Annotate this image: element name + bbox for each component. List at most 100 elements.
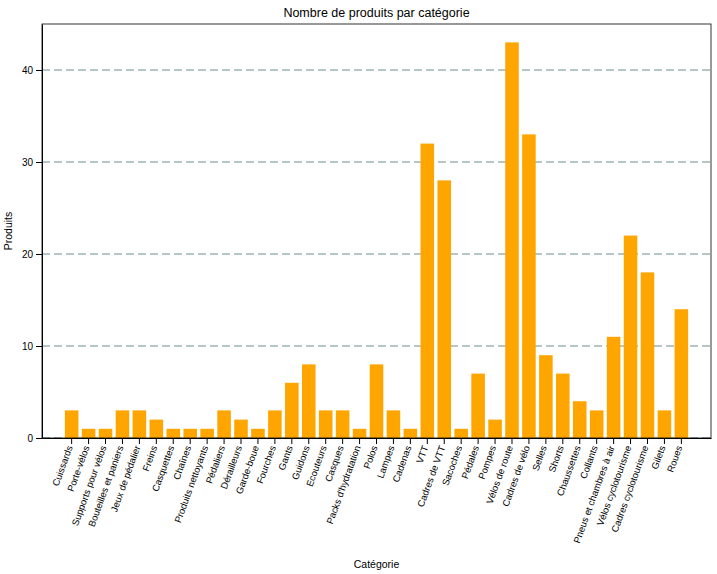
- x-tick-mark: [308, 438, 309, 444]
- chart: CuissardsPorte-vélosSupports pour vélosB…: [0, 0, 717, 574]
- x-axis: CuissardsPorte-vélosSupports pour vélosB…: [43, 438, 712, 545]
- x-tick-label: Gilets: [649, 444, 668, 471]
- x-tick-label: Ecouteurs: [304, 444, 329, 488]
- x-tick: VTT: [414, 438, 431, 465]
- y-tick-label: 0: [27, 433, 33, 444]
- bar: [183, 429, 197, 438]
- x-tick: Cadres de vélo: [500, 438, 532, 508]
- x-tick-label: Cadres cyclotourisme: [609, 444, 651, 534]
- y-tick-mark: [36, 254, 42, 255]
- x-tick-label: Fourches: [254, 444, 278, 485]
- x-tick-label: Garde-boue: [233, 444, 261, 495]
- x-tick: Polos: [361, 438, 380, 470]
- x-tick-mark: [647, 438, 648, 444]
- x-tick: Packs d'hydratation: [324, 438, 363, 525]
- bar: [217, 410, 231, 438]
- bar: [556, 374, 570, 438]
- x-tick-label: Jeux de pédalier: [108, 444, 142, 513]
- title: Nombre de produits par catégorie: [283, 6, 469, 20]
- x-tick-mark: [105, 438, 106, 444]
- x-tick-mark: [410, 438, 411, 444]
- x-tick: Gilets: [649, 438, 668, 471]
- bar: [539, 355, 553, 438]
- bar: [150, 420, 164, 438]
- x-tick-mark: [342, 438, 343, 444]
- bar: [421, 144, 435, 438]
- x-tick-mark: [478, 438, 479, 444]
- x-tick-mark: [630, 438, 631, 444]
- x-tick-mark: [173, 438, 174, 444]
- bar: [675, 309, 689, 438]
- bar: [488, 420, 502, 438]
- bar: [133, 410, 147, 438]
- bar: [99, 429, 113, 438]
- bar: [302, 364, 316, 438]
- x-tick: Cadenas: [390, 438, 413, 484]
- x-tick-label: Chaussettes: [554, 444, 582, 498]
- bar: [319, 410, 333, 438]
- x-tick: Garde-boue: [233, 438, 261, 495]
- bar: [522, 134, 536, 438]
- x-tick-mark: [596, 438, 597, 444]
- x-tick: Fourches: [254, 438, 278, 485]
- y-axis-line: [42, 25, 43, 439]
- bar: [641, 272, 655, 438]
- y-tick: 20: [22, 249, 42, 260]
- bar: [166, 429, 180, 438]
- bar: [251, 429, 265, 438]
- y-tick: 30: [22, 157, 42, 168]
- x-tick: Gants: [276, 438, 295, 472]
- x-tick: Jeux de pédalier: [108, 438, 142, 513]
- bar: [658, 410, 672, 438]
- x-tick-label: Casquettes: [149, 444, 176, 493]
- x-tick-mark: [359, 438, 360, 444]
- grid-line: [42, 69, 711, 71]
- bar: [437, 180, 451, 438]
- x-tick-mark: [511, 438, 512, 444]
- x-tick-mark: [291, 438, 292, 444]
- x-tick-mark: [156, 438, 157, 444]
- bar: [505, 42, 519, 438]
- bar: [234, 420, 248, 438]
- x-tick-label: Cadenas: [390, 444, 413, 484]
- x-tick-mark: [257, 438, 258, 444]
- bar: [336, 410, 350, 438]
- x-tick-mark: [224, 438, 225, 444]
- x-tick-label: Produits nettoyants: [172, 444, 210, 524]
- bar: [200, 429, 214, 438]
- x-tick-mark: [664, 438, 665, 444]
- bar: [404, 429, 418, 438]
- x-tick-mark: [190, 438, 191, 444]
- x-tick-label: Polos: [361, 444, 380, 470]
- bar: [353, 429, 367, 438]
- x-tick-mark: [562, 438, 563, 444]
- x-tick-mark: [122, 438, 123, 444]
- bar: [268, 410, 282, 438]
- bar: [65, 410, 79, 438]
- x-tick-mark: [207, 438, 208, 444]
- x-tick-mark: [579, 438, 580, 444]
- x-tick-label: Roues: [665, 444, 685, 474]
- y-tick-mark: [36, 346, 42, 347]
- x-axis-title: Catégorie: [354, 558, 400, 570]
- plot: CuissardsPorte-vélosSupports pour vélosB…: [22, 24, 712, 545]
- y-tick-label: 20: [22, 249, 34, 260]
- y-axis-title: Produits: [2, 212, 14, 251]
- x-tick-mark: [376, 438, 377, 444]
- bar: [82, 429, 96, 438]
- y-tick: 40: [22, 65, 42, 76]
- x-tick-mark: [71, 438, 72, 444]
- y-tick-label: 40: [22, 65, 34, 76]
- x-tick: Casquettes: [149, 438, 176, 493]
- x-tick: Cadres cyclotourisme: [609, 438, 651, 534]
- x-tick: Sacoches: [440, 438, 465, 487]
- y-tick-label: 10: [22, 341, 34, 352]
- x-tick-mark: [444, 438, 445, 444]
- bar: [573, 401, 587, 438]
- x-tick-mark: [495, 438, 496, 444]
- y-axis: 0 10 20 30 40: [22, 25, 43, 444]
- grid-line: [42, 253, 711, 255]
- bar: [370, 364, 384, 438]
- bars: [65, 42, 688, 438]
- x-tick-label: Packs d'hydratation: [324, 444, 363, 525]
